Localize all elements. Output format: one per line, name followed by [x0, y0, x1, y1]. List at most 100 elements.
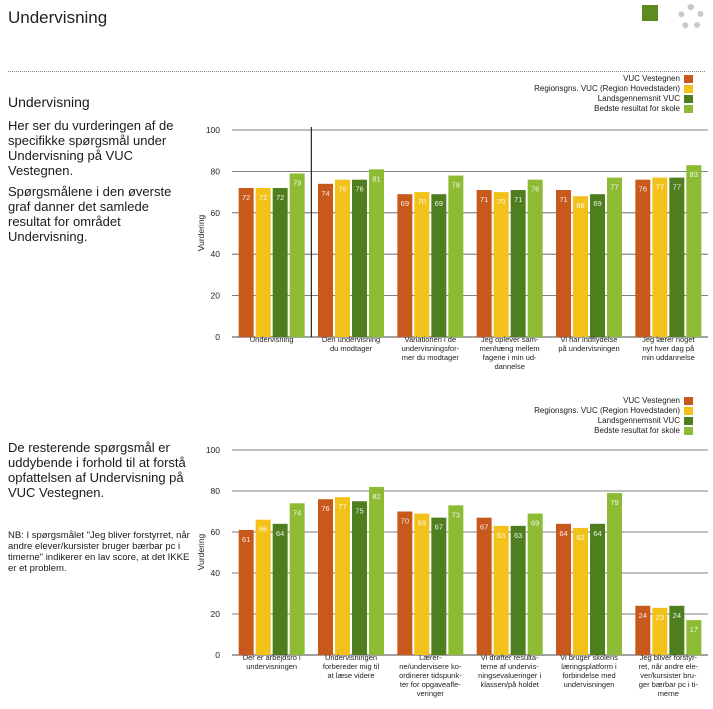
x-tick-label: Variationen i de	[405, 335, 457, 344]
intro-paragraph-3: De resterende spørgsmål er uddybende i f…	[8, 440, 186, 500]
legend-label: Regionsgns. VUC (Region Hovedstaden)	[534, 406, 680, 416]
y-tick-label: 40	[211, 568, 221, 578]
bar	[352, 501, 367, 655]
x-tick-label: mer du modtager	[402, 353, 460, 362]
legend-swatch	[684, 407, 693, 415]
x-tick-label: at læse videre	[327, 671, 374, 680]
bar	[686, 165, 702, 337]
bar-value-label: 69	[401, 199, 409, 208]
page-title: Undervisning	[8, 8, 108, 27]
green-square-icon	[642, 5, 658, 21]
bar	[607, 177, 622, 337]
bar	[686, 620, 702, 655]
bar	[476, 190, 492, 337]
bar-value-label: 64	[276, 529, 284, 538]
x-tick-label: forbereder mig til	[323, 662, 380, 671]
x-tick-label: terne af undervis-	[480, 662, 539, 671]
bar-value-label: 77	[338, 502, 346, 511]
legend-label: Landsgennemsnit VUC	[597, 94, 680, 104]
bar	[397, 194, 413, 337]
legend-item: Regionsgns. VUC (Region Hovedstaden)	[534, 406, 693, 416]
bar-value-label: 72	[259, 193, 267, 202]
bar	[318, 183, 333, 337]
bar-chart-top: 0 20 40 60 80 100 Vurdering 72 72 72 79 Undervisnin…	[196, 125, 708, 371]
bar-value-label: 63	[514, 531, 522, 540]
bar	[318, 499, 333, 655]
legend-item: Bedste resultat for skole	[534, 104, 693, 114]
bar	[635, 179, 651, 337]
legend-item: VUC Vestegnen	[534, 74, 693, 84]
y-tick-label: 20	[211, 291, 221, 301]
bar	[590, 523, 605, 655]
bar-value-label: 64	[593, 529, 601, 538]
bar	[476, 517, 492, 655]
y-tick-label: 40	[211, 249, 221, 259]
bar-value-label: 17	[690, 625, 698, 634]
legend-label: Bedste resultat for skole	[594, 104, 680, 114]
x-tick-label: du modtager	[330, 344, 373, 353]
bar-value-label: 76	[355, 185, 363, 194]
bar-value-label: 74	[293, 508, 301, 517]
bar-value-label: 83	[690, 170, 698, 179]
legend-label: Bedste resultat for skole	[594, 426, 680, 436]
legend-swatch	[684, 95, 693, 103]
bar-value-label: 69	[531, 519, 539, 528]
x-tick-label: ver/kursister bru-	[640, 671, 697, 680]
bar	[238, 529, 254, 655]
divider	[8, 71, 705, 72]
legend-swatch	[684, 397, 693, 405]
bar-value-label: 76	[531, 185, 539, 194]
bar	[607, 493, 622, 655]
bar	[590, 194, 605, 337]
bar	[431, 194, 447, 337]
x-tick-label: klassen/på holdet	[480, 680, 539, 689]
bar	[255, 519, 271, 655]
legend-swatch	[684, 105, 693, 113]
y-tick-label: 60	[211, 208, 221, 218]
bar-value-label: 68	[576, 201, 584, 210]
x-tick-label: merne	[658, 689, 679, 698]
bar	[448, 175, 464, 337]
x-tick-label: på undervisningen	[558, 344, 619, 353]
legend-label: VUC Vestegnen	[623, 396, 680, 406]
x-tick-label: ter for opgaveafle-	[400, 680, 461, 689]
bar	[527, 179, 543, 337]
bar	[669, 177, 685, 337]
bar	[289, 503, 305, 655]
bar	[652, 607, 668, 655]
y-tick-label: 20	[211, 609, 221, 619]
bar	[369, 486, 384, 655]
bar	[510, 525, 526, 655]
legend-swatch	[684, 427, 693, 435]
bar-value-label: 79	[293, 178, 301, 187]
x-tick-label: Undervisning	[250, 335, 294, 344]
bar	[335, 179, 350, 337]
legend-item: VUC Vestegnen	[534, 396, 693, 406]
y-axis-label: Vurdering	[196, 533, 206, 570]
x-tick-label: Vi drøfter resulta-	[481, 653, 539, 662]
bar-value-label: 76	[639, 185, 647, 194]
bar-value-label: 66	[259, 525, 267, 534]
y-tick-label: 80	[211, 166, 221, 176]
y-tick-label: 100	[206, 125, 220, 135]
bar-value-label: 77	[673, 183, 681, 192]
x-tick-label: nyt hver dag på	[642, 344, 695, 353]
x-tick-label: min uddannelse	[642, 353, 695, 362]
bar-value-label: 75	[355, 506, 363, 515]
x-tick-label: ger bærbar pc i ti-	[639, 680, 699, 689]
x-tick-label: Jeg bliver forstyr-	[640, 653, 698, 662]
x-tick-label: Den undervisning	[322, 335, 380, 344]
y-axis-label: Vurdering	[196, 214, 206, 251]
bar	[573, 196, 588, 337]
x-tick-label: læringsplatform i	[561, 662, 617, 671]
x-tick-label: veringer	[417, 689, 445, 698]
y-tick-label: 0	[215, 332, 220, 342]
bar	[635, 605, 651, 655]
bar-value-label: 67	[435, 523, 443, 532]
section-heading: Undervisning	[8, 94, 90, 110]
bar-value-label: 71	[514, 195, 522, 204]
bar	[238, 187, 254, 337]
bar-value-label: 78	[452, 181, 460, 190]
bar	[431, 517, 447, 655]
bar-value-label: 70	[418, 197, 426, 206]
